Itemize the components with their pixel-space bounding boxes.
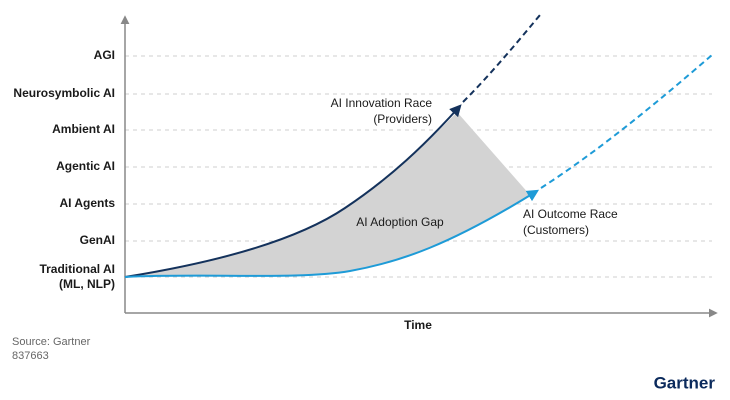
doc-id: 837663 bbox=[12, 350, 49, 362]
level-label: AI Agents bbox=[59, 196, 115, 210]
source: Source: Gartner bbox=[12, 336, 91, 348]
annotation: AI Adoption Gap bbox=[356, 215, 444, 229]
outcome-projection bbox=[540, 54, 713, 189]
grid bbox=[125, 55, 712, 278]
level-label: Ambient AI bbox=[52, 122, 115, 136]
level-label: GenAI bbox=[80, 233, 115, 247]
annotation: AI Innovation Race bbox=[331, 96, 433, 110]
annotation: AI Outcome Race bbox=[523, 207, 618, 221]
level-label: Agentic AI bbox=[56, 159, 115, 173]
innovation-curve bbox=[124, 104, 462, 278]
level-label: Neurosymbolic AI bbox=[13, 86, 115, 100]
logo: Gartner bbox=[654, 373, 716, 392]
outcome-curve bbox=[124, 189, 540, 278]
x-axis-label: Time bbox=[404, 318, 432, 332]
level-label: Traditional AI bbox=[39, 262, 115, 276]
annotation: (Customers) bbox=[523, 223, 589, 237]
level-label: AGI bbox=[94, 48, 115, 62]
innovation-projection bbox=[462, 14, 541, 103]
adoption-gap-area bbox=[125, 112, 530, 277]
annotation: (Providers) bbox=[373, 112, 432, 126]
level-label: (ML, NLP) bbox=[59, 277, 115, 291]
